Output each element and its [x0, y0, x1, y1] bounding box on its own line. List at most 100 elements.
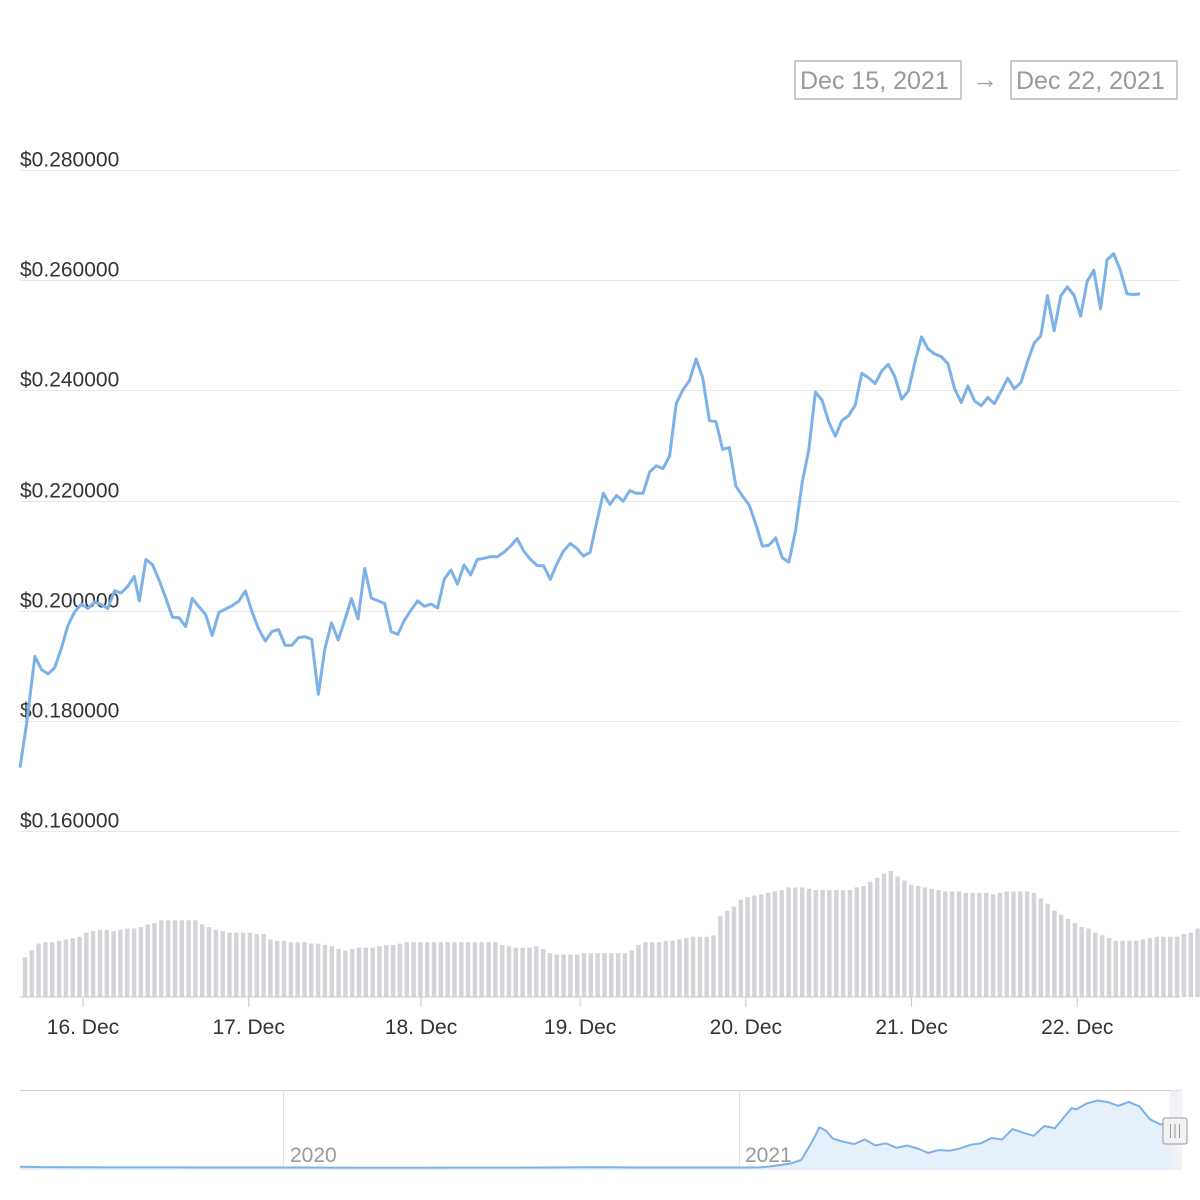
volume-bar [36, 943, 41, 997]
volume-bar [575, 954, 580, 997]
volume-bar [179, 920, 184, 997]
volume-bar [690, 936, 696, 997]
volume-bar [622, 953, 628, 997]
volume-bar [895, 876, 900, 997]
volume-bar [22, 957, 28, 997]
volume-bar [1188, 932, 1193, 997]
volume-bar [902, 880, 907, 997]
volume-bar [745, 897, 750, 997]
volume-bar [295, 942, 300, 997]
y-tick-label: $0.180000 [20, 700, 119, 723]
volume-bar [684, 938, 689, 997]
volume-bar [1052, 910, 1057, 997]
volume-bar [56, 940, 62, 997]
volume-bar [643, 942, 648, 997]
volume-bar [77, 936, 82, 997]
volume-bar [786, 887, 791, 997]
volume-bar [29, 950, 34, 997]
volume-bar [1059, 914, 1064, 997]
volume-bar [336, 949, 341, 997]
volume-bar [315, 943, 321, 997]
volume-bar [1181, 934, 1187, 997]
volume-bar [486, 942, 491, 997]
volume-bar [513, 947, 518, 997]
volume-bar [834, 890, 839, 997]
volume-bar [288, 942, 294, 997]
volume-bar [854, 887, 859, 997]
navigator-handle[interactable] [1162, 1117, 1188, 1145]
y-tick-label: $0.280000 [20, 149, 119, 172]
volume-bar [1168, 936, 1173, 997]
volume-bar [520, 947, 525, 997]
navigator[interactable]: 2020 2021 [19, 1090, 1188, 1170]
volume-bar [704, 936, 709, 997]
navigator-area [20, 1100, 1171, 1170]
volume-bar [111, 931, 116, 997]
volume-bar [875, 877, 880, 997]
volume-bar [595, 953, 600, 997]
volume-bar [465, 942, 471, 997]
volume-bar [343, 950, 348, 997]
volume-bar [63, 939, 69, 997]
volume-bar [322, 944, 328, 997]
volume-bar [431, 942, 437, 997]
volume-bar [752, 895, 757, 997]
volume-bar [588, 953, 593, 997]
volume-bar [943, 891, 948, 997]
volume-bar [534, 946, 539, 997]
volume-bar [390, 944, 396, 997]
volume-bar [193, 920, 198, 997]
volume-bar [1195, 928, 1200, 997]
volume-bar [281, 940, 287, 997]
volume-bar [949, 891, 955, 997]
date-from-input[interactable]: Dec 15, 2021 [794, 60, 962, 100]
volume-bar [131, 928, 137, 997]
volume-bar [90, 931, 96, 997]
volume-bar [1113, 940, 1118, 997]
volume-bar [1120, 940, 1125, 997]
volume-bar [527, 947, 532, 997]
volume-bar [650, 942, 655, 997]
volume-bar [1106, 938, 1112, 997]
volume-bar [772, 891, 778, 997]
volume-bar [445, 942, 450, 997]
volume-bar [806, 888, 812, 997]
volume-bar [1018, 891, 1023, 997]
volume-bar [472, 942, 478, 997]
volume-bar [356, 947, 362, 997]
volume-bar [84, 932, 89, 997]
volume-bar [568, 954, 573, 997]
volume-bar [138, 927, 144, 997]
volume-bar [1072, 923, 1078, 997]
volume-bar [1079, 927, 1084, 997]
range-arrow-icon: → [972, 64, 998, 94]
volume-bar [220, 931, 225, 997]
volume-bar [997, 892, 1003, 997]
volume-bar [500, 944, 505, 997]
volume-bar [1147, 938, 1153, 997]
volume-bar [418, 942, 423, 997]
volume-bar [125, 928, 130, 997]
volume-bar [43, 942, 48, 997]
volume-bar [636, 944, 641, 997]
volume-bar [159, 920, 164, 997]
volume-bar [268, 939, 273, 997]
volume-bar [547, 953, 553, 997]
volume-bar [404, 942, 409, 997]
volume-bar [731, 906, 737, 997]
x-axis-labels: 16. Dec 17. Dec 18. Dec 19. Dec 20. Dec 21. D… [47, 1016, 1114, 1039]
volume-bar [554, 954, 559, 997]
volume-bar [118, 929, 123, 997]
volume-bar [493, 942, 498, 997]
volume-bar [370, 947, 375, 997]
price-line [18, 252, 1141, 768]
volume-bar [888, 871, 893, 997]
volume-bar [1140, 939, 1146, 997]
volume-bar [411, 942, 416, 997]
navigator-label-2020: 2020 [290, 1144, 337, 1167]
volume-bar [540, 949, 546, 997]
volume-bar [425, 942, 430, 997]
volume-bar [581, 953, 587, 997]
date-to-input[interactable]: Dec 22, 2021 [1010, 60, 1178, 100]
volume-bar [840, 890, 846, 997]
